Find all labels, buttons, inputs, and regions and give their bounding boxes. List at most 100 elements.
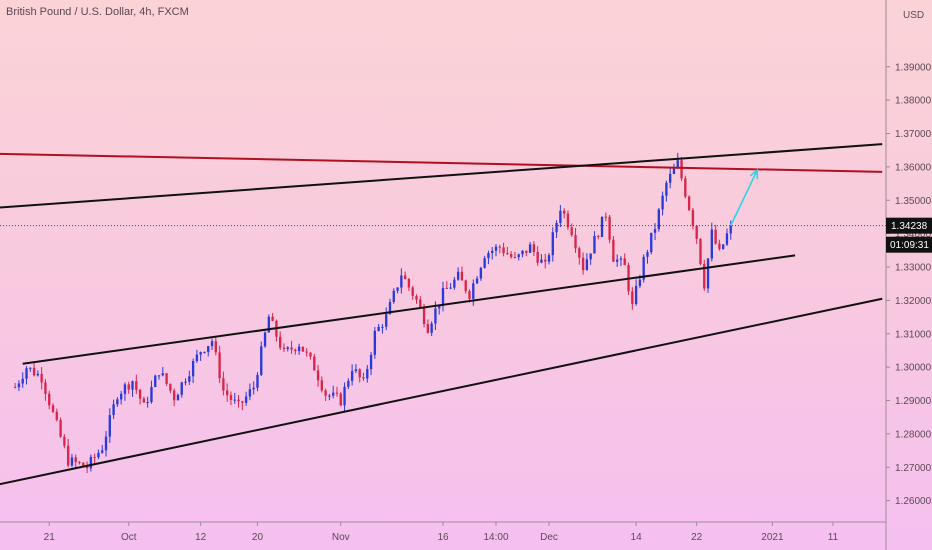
candle-body [324,390,327,396]
candle-body [555,222,558,233]
candle-body [653,229,657,233]
candle-body [699,238,702,265]
candle-body [638,279,642,286]
y-tick-label: 1.36000 [895,162,932,173]
candle-body [494,246,498,251]
candle-body [123,384,127,394]
candle-body [328,395,331,397]
candle-body [650,232,653,253]
candle-body [665,182,668,196]
candle-body [305,351,308,353]
x-tick-label: 16 [437,532,449,543]
countdown-label: 01:09:31 [890,240,929,251]
x-tick-label: Nov [332,532,350,543]
candle-body [377,326,380,331]
candle-body [119,393,123,400]
candle-body [154,375,157,387]
candle-body [388,301,392,315]
currency-label: USD [903,10,924,21]
candle-body [475,278,479,284]
candle-body [631,291,634,305]
y-tick-label: 1.26000 [895,496,932,507]
candle-body [347,380,350,387]
candle-body [491,250,494,254]
candle-body [36,373,40,376]
candle-body [676,160,679,169]
candle-body [195,354,199,361]
y-tick-label: 1.31000 [895,329,932,340]
candle-body [210,341,214,347]
candle-body [642,256,645,280]
candle-body [233,399,236,401]
candle-body [343,386,346,406]
candle-body [680,160,683,179]
candle-body [191,360,195,377]
candles-group [13,152,732,474]
candle-body [40,373,43,383]
candle-body [138,389,142,399]
candle-body [706,258,710,289]
candle-body [51,405,55,412]
candle-body [78,462,81,464]
candle-body [422,307,426,325]
candle-body [74,457,77,463]
candle-body [540,259,543,263]
candle-body [562,210,566,214]
candle-body [241,401,244,403]
y-tick-label: 1.34000 [895,229,932,240]
candle-body [657,209,660,230]
chart-title: British Pound / U.S. Dollar, 4h, FXCM [6,6,189,18]
candle-body [551,232,554,256]
upper-channel-line[interactable] [0,143,883,209]
candle-body [366,369,369,379]
candle-body [320,380,324,391]
y-tick-label: 1.27000 [895,463,932,474]
candle-body [615,259,619,262]
candle-body [339,393,342,406]
candle-body [260,346,263,375]
lower-support-line[interactable] [0,297,883,488]
candle-body [661,195,664,210]
y-tick-label: 1.29000 [895,396,932,407]
x-tick-label: 11 [828,532,839,543]
candle-body [453,279,456,288]
y-tick-label: 1.38000 [895,96,932,107]
candle-body [612,239,615,262]
price-axis[interactable]: USD 1.39000 1.38000 1.37000 1.36000 1.35000 1… [885,0,932,550]
candle-body [290,347,293,350]
candle-body [199,352,202,355]
x-tick-label: 2021 [761,532,784,543]
candle-body [350,371,354,381]
candle-body [301,346,305,352]
resistance-line[interactable] [0,152,883,173]
mid-support-line[interactable] [22,254,796,365]
candle-body [127,384,130,390]
candle-body [237,399,240,402]
candle-body [604,216,607,218]
candle-body [403,275,407,280]
candle-body [392,290,395,302]
candle-body [593,236,596,254]
candle-body [559,210,562,223]
y-tick-label: 1.28000 [895,429,932,440]
candle-body [547,255,551,262]
time-axis[interactable]: 21 Oct 12 20 Nov 16 14:00 Dec 14 22 2021 11 [0,521,886,543]
candle-body [55,411,58,420]
candle-body [358,369,361,378]
candle-body [146,402,149,404]
candle-body [82,462,85,467]
candle-body [445,287,448,289]
x-tick-label: Oct [121,532,137,543]
candle-body [17,383,21,388]
candle-body [32,367,36,376]
candle-body [354,369,358,372]
candle-body [203,351,206,353]
projection-arrow[interactable] [730,168,759,226]
candle-body [48,393,51,406]
candle-body [180,382,183,395]
candle-body [438,305,441,309]
candle-body [165,373,168,384]
candle-body [13,387,17,389]
